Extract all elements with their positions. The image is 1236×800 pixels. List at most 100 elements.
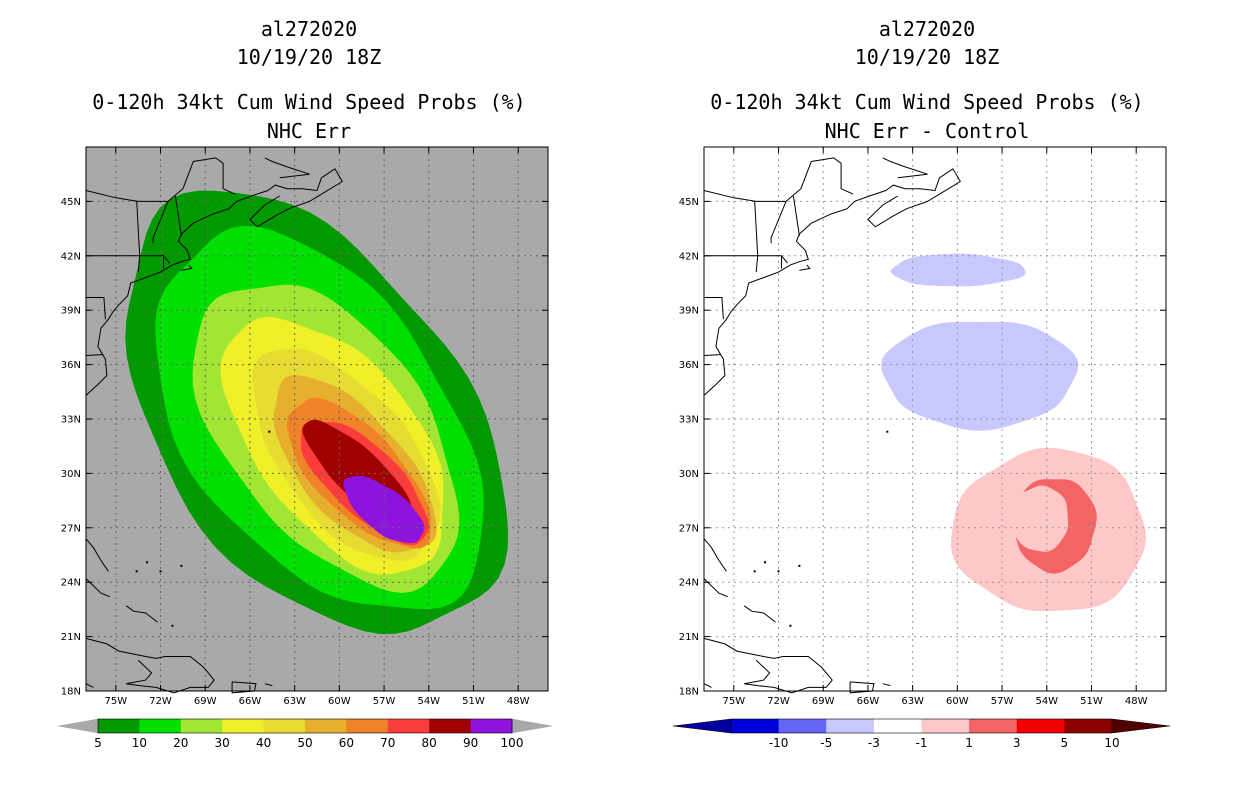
probability-map: 75W 72W 69W 66W 63W 60W 57W 54W 51W 48W 45N 42N 39N 3… (57, 146, 553, 750)
colorbar-swatch (470, 719, 513, 733)
colorbar-swatch (826, 719, 875, 733)
panel-subtitle: NHC Err (266, 119, 352, 143)
axes: 75W 72W 69W 66W 63W 60W 57W 54W 51W 48W 45N 42N 39N 3… (679, 146, 1167, 707)
colorbar-swatch (180, 719, 223, 733)
coastline (85, 354, 103, 356)
colorbar-swatch (263, 719, 306, 733)
colorbar-swatch (222, 719, 265, 733)
island (159, 570, 162, 573)
island (886, 430, 889, 433)
y-tick-label: 27N (61, 523, 81, 534)
product-title: 0-120h 34kt Cum Wind Speed Probs (%) (92, 90, 526, 114)
colorbar-swatch (429, 719, 472, 733)
coastline (792, 195, 800, 236)
y-tick-label: 18N (679, 687, 699, 698)
y-tick-label: 21N (679, 632, 699, 643)
x-tick-label: 54W (417, 696, 440, 707)
region-ring-core (1008, 485, 1069, 552)
coastline (181, 264, 193, 271)
x-tick-label: 63W (901, 696, 924, 707)
colorbar-label: 10 (132, 736, 147, 750)
y-tick-label: 33N (61, 415, 81, 426)
island (268, 430, 271, 433)
coastline (882, 157, 928, 179)
colorbar-outline (97, 718, 513, 734)
coastlines (703, 157, 961, 694)
y-tick-label: 18N (61, 687, 81, 698)
y-tick-label: 30N (61, 469, 81, 480)
island (777, 570, 780, 573)
coastline (264, 157, 310, 179)
colorbar-label: 20 (173, 736, 188, 750)
colorbar-label: 50 (297, 736, 312, 750)
x-tick-label: 48W (1125, 696, 1148, 707)
x-tick-label: 72W (767, 696, 790, 707)
x-tick-label: 60W (328, 696, 351, 707)
x-tick-label: 75W (722, 696, 745, 707)
colorbar-label: -10 (769, 736, 789, 750)
x-tick-label: 57W (991, 696, 1014, 707)
island (180, 564, 183, 567)
colorbar-arrow-low (672, 718, 732, 734)
colorbar-label: 3 (1013, 736, 1021, 750)
coastline (703, 637, 833, 694)
colorbar-label: -3 (868, 736, 880, 750)
coastline (704, 255, 788, 264)
y-tick-label: 42N (679, 251, 699, 262)
x-tick-label: 54W (1035, 696, 1058, 707)
y-tick-label: 33N (679, 415, 699, 426)
colorbar-swatch (346, 719, 389, 733)
x-tick-label: 72W (149, 696, 172, 707)
coastline (703, 354, 721, 356)
x-tick-label: 60W (946, 696, 969, 707)
y-tick-label: 36N (61, 360, 81, 371)
storm-id: al272020 (260, 17, 358, 41)
difference-map: 75W 72W 69W 66W 63W 60W 57W 54W 51W 48W 45N 42N 39N 3… (672, 146, 1171, 750)
colorbar-swatch (387, 719, 430, 733)
coastline (770, 201, 787, 244)
storm-id: al272020 (878, 17, 976, 41)
coastline (125, 605, 158, 623)
colorbar-swatch (921, 719, 970, 733)
y-tick-label: 36N (679, 360, 699, 371)
colorbar-label: 5 (94, 736, 102, 750)
y-tick-label: 45N (679, 197, 699, 208)
x-tick-label: 69W (812, 696, 835, 707)
coastline (85, 168, 343, 396)
difference-contours (881, 253, 1147, 612)
coastlines (85, 157, 343, 694)
y-tick-label: 24N (679, 578, 699, 589)
left-panel: al272020 10/19/20 18Z 0-120h 34kt Cum Wi… (57, 17, 553, 750)
y-tick-label: 42N (61, 251, 81, 262)
colorbar-swatch (1016, 719, 1065, 733)
colorbar-label: -1 (916, 736, 928, 750)
y-tick-label: 24N (61, 578, 81, 589)
island (171, 624, 174, 627)
x-tick-label: 75W (104, 696, 127, 707)
island (764, 561, 767, 564)
island (135, 570, 138, 573)
coastline (85, 683, 94, 688)
x-tick-label: 57W (373, 696, 396, 707)
y-tick-label: 21N (61, 632, 81, 643)
colorbar-swatch (873, 719, 922, 733)
colorbar-swatch (778, 719, 827, 733)
coastline (152, 201, 169, 244)
colorbar: -10 -5 -3 -1 1 3 5 10 (672, 718, 1171, 750)
island (753, 570, 756, 573)
x-tick-label: 66W (239, 696, 262, 707)
probability-contours (125, 190, 509, 634)
coastline (704, 297, 724, 320)
coastline (86, 297, 106, 320)
island (798, 564, 801, 567)
coastline (703, 157, 854, 202)
panel-subtitle: NHC Err - Control (824, 119, 1030, 143)
colorbar-swatch (98, 719, 140, 733)
colorbar-label: 100 (501, 736, 524, 750)
coastline (85, 157, 236, 202)
y-tick-label: 45N (61, 197, 81, 208)
coastline (85, 578, 110, 598)
colorbar-label: -5 (820, 736, 832, 750)
coastline (703, 168, 961, 396)
coastline (703, 538, 727, 572)
